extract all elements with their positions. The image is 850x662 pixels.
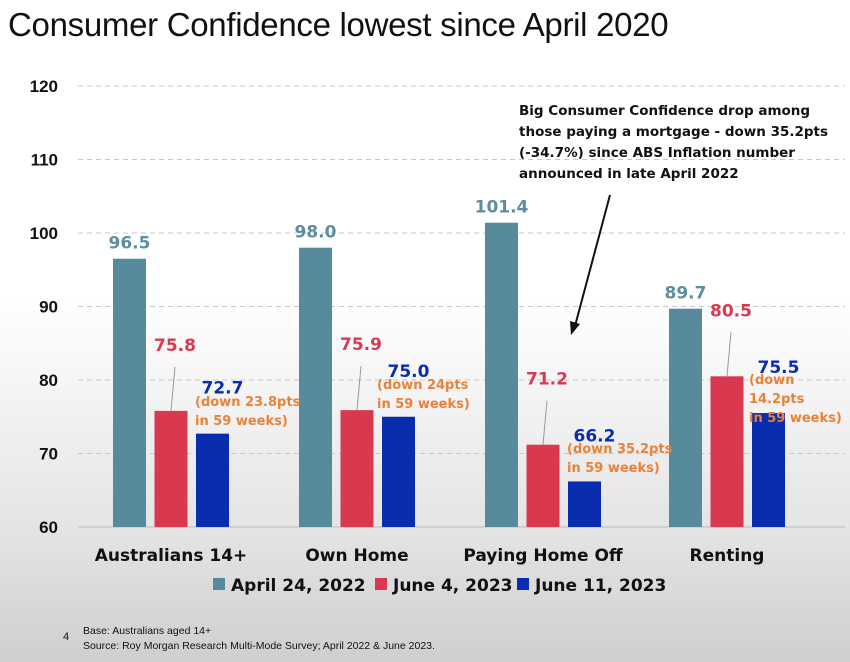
y-tick-label: 70 [39, 445, 58, 464]
data-label: 96.5 [109, 234, 151, 254]
change-note-line: (down 23.8pts [195, 395, 301, 410]
bar-jun4-2023 [710, 376, 744, 527]
annotation-arrow [574, 194, 611, 327]
data-label: 75.0 [388, 362, 430, 382]
annotation-line: announced in late April 2022 [519, 166, 739, 182]
data-label: 75.9 [340, 335, 382, 355]
annotation-line: Big Consumer Confidence drop among [519, 103, 811, 119]
change-note: (down 24pts in 59 weeks) [377, 376, 470, 414]
change-note: (down 14.2pts in 59 weeks) [749, 371, 850, 428]
y-tick-label: 60 [39, 518, 58, 537]
legend-label: June 11, 2023 [534, 576, 666, 596]
leader-line [726, 332, 732, 377]
x-tick-label: Own Home [305, 546, 408, 566]
bar-jun4-2023 [340, 410, 374, 527]
bar-jun4-2023 [154, 410, 188, 527]
y-tick-label: 90 [39, 298, 58, 317]
leader-line [170, 366, 176, 411]
data-label: 71.2 [526, 370, 568, 390]
legend-swatch [375, 578, 387, 590]
leader-line [356, 366, 362, 411]
change-note-line: in 59 weeks) [567, 461, 660, 476]
footer-source: Source: Roy Morgan Research Multi-Mode S… [83, 640, 435, 652]
legend-label: June 4, 2023 [392, 576, 513, 596]
x-tick-label: Australians 14+ [95, 546, 248, 566]
bar-apr-2022 [669, 308, 702, 527]
bar-jun11-2023 [382, 416, 415, 527]
mortgage-annotation: Big Consumer Confidence drop among those… [519, 101, 828, 185]
bar-jun11-2023 [752, 413, 785, 527]
change-note-line: in 59 weeks) [195, 414, 288, 429]
footer-base: Base: Australians aged 14+ [83, 625, 212, 637]
bar-apr-2022 [299, 247, 332, 527]
y-tick-label: 120 [30, 77, 58, 96]
change-note-line: (down 35.2pts [567, 442, 673, 457]
leader-line [542, 400, 548, 445]
legend-swatch [213, 578, 225, 590]
bar-apr-2022 [113, 258, 146, 527]
bar-jun4-2023 [526, 444, 560, 527]
arrow-head-icon [570, 321, 580, 335]
legend-swatch [517, 578, 529, 590]
x-tick-label: Paying Home Off [463, 546, 623, 566]
chart-title: Consumer Confidence lowest since April 2… [8, 6, 669, 43]
data-label: 101.4 [475, 198, 529, 218]
y-tick-label: 100 [30, 224, 58, 243]
annotation-line: (-34.7%) since ABS Inflation number [519, 145, 795, 161]
change-note: (down 23.8pts in 59 weeks) [195, 393, 300, 431]
change-note-line: in 59 weeks) [749, 411, 842, 426]
data-label: 75.8 [154, 336, 196, 356]
legend-label: April 24, 2022 [231, 576, 366, 596]
change-note: (down 35.2pts in 59 weeks) [567, 440, 672, 478]
change-note-line: (down 24pts [377, 378, 469, 393]
y-tick-label: 110 [31, 151, 58, 170]
data-label: 75.5 [758, 358, 800, 378]
page-number: 4 [63, 631, 70, 643]
data-label: 72.7 [202, 379, 244, 399]
y-tick-label: 80 [39, 371, 58, 390]
bar-apr-2022 [485, 222, 518, 527]
x-tick-label: Renting [690, 546, 765, 566]
change-note-line: in 59 weeks) [377, 397, 470, 412]
annotation-line: those paying a mortgage - down 35.2pts [519, 124, 829, 140]
data-label: 80.5 [710, 301, 752, 321]
bar-jun11-2023 [568, 481, 601, 527]
data-label: 66.2 [574, 426, 616, 446]
bar-jun11-2023 [196, 433, 229, 527]
data-label: 98.0 [295, 223, 337, 243]
change-note-line: (down 14.2pts [749, 373, 805, 407]
data-label: 89.7 [665, 284, 707, 304]
